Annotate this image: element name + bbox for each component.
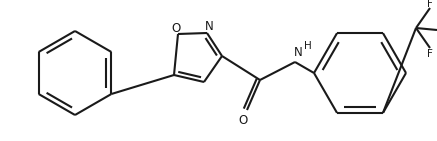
Text: F: F [427,0,433,9]
Text: O: O [238,114,248,126]
Text: O: O [171,21,180,35]
Text: N: N [294,46,302,59]
Text: F: F [427,49,433,59]
Text: N: N [205,20,213,34]
Text: H: H [304,41,312,51]
